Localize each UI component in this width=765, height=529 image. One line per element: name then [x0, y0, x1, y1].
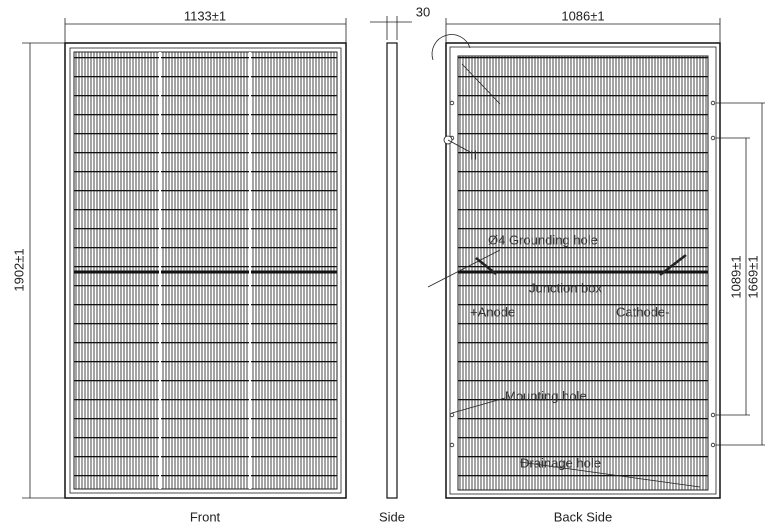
view-label: Front	[190, 509, 221, 524]
callout: Mounting hole	[505, 388, 587, 403]
front-dims	[22, 18, 347, 499]
callout: +Anode	[470, 304, 515, 319]
front-view	[64, 42, 347, 499]
callout: Junction box	[529, 280, 602, 295]
thickness-label: 30	[416, 4, 430, 19]
callout: Ø4 Grounding hole	[488, 232, 598, 247]
back-dims	[445, 18, 765, 446]
view-label: Back Side	[554, 509, 613, 524]
callout: Drainage hole	[520, 455, 601, 470]
spacing-label: 1089±1	[728, 255, 743, 298]
callout: Cathode-	[616, 304, 669, 319]
height-label: 1902±1	[11, 248, 26, 291]
callout: II	[470, 147, 477, 162]
width-label: 1133±1	[184, 8, 226, 23]
back-view	[427, 34, 721, 499]
width-label: 1086±1	[561, 8, 604, 23]
view-label: Side	[379, 509, 405, 524]
spacing-label: 1669±1	[745, 255, 760, 298]
side-view	[370, 16, 412, 499]
